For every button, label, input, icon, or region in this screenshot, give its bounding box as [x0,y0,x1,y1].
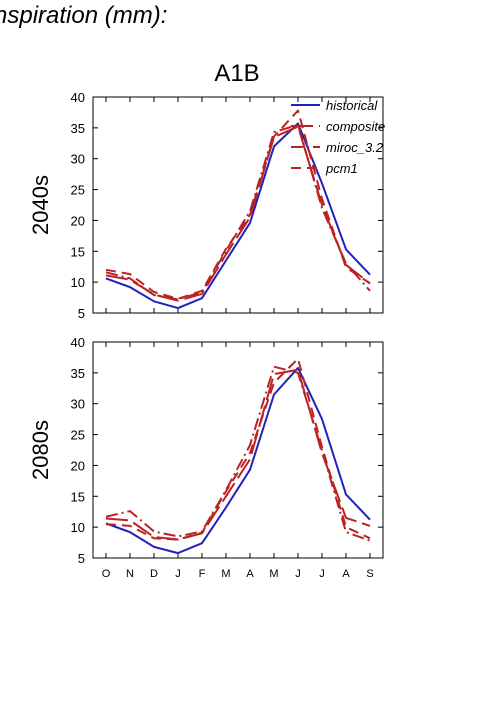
y-tick-label: 35 [71,121,85,136]
y-tick-label: 35 [71,366,85,381]
y-tick-label: 20 [71,213,85,228]
plot-frame [92,341,384,559]
y-tick-label: 15 [71,244,85,259]
series-line-pcm1 [105,357,371,541]
panel-label: 2040s [28,175,53,235]
legend: historical composite miroc_3.2 pcm1 [291,98,385,176]
x-tick-label: A [342,568,350,580]
x-tick-label: A [246,568,254,580]
y-tick-label: 20 [71,458,85,473]
plot-frame [92,96,384,314]
x-tick-label: J [295,568,301,580]
series-line-historical [105,122,371,310]
panel-2080s: 5 10 15 20 25 30 35 40 O N D J F M A M J J A S 2080s [28,335,384,580]
x-tick-label: N [126,568,134,580]
y-tick-label: 5 [78,551,85,566]
legend-label: pcm1 [325,161,358,176]
y-tick-label: 30 [71,152,85,167]
scenario-title: A1B [214,60,259,87]
x-tick-label: J [319,568,325,580]
y-tick-label: 40 [71,335,85,350]
x-tick-label: O [102,568,111,580]
legend-label: composite [326,119,385,134]
y-tick-label: 5 [78,306,85,321]
x-tick-label: F [199,568,206,580]
y-tick-label: 10 [71,275,85,290]
y-tick-label: 25 [71,428,85,443]
series-line-miroc_3.2 [105,123,371,301]
y-tick-label: 40 [71,90,85,105]
page-title: nspiration (mm): [0,2,168,29]
x-tick-label: D [150,568,158,580]
series-line-miroc_3.2 [105,365,371,542]
chart-panels: 5 10 15 20 25 30 35 40 2040s historical composite m… [28,90,385,580]
series-line-pcm1 [105,109,371,300]
x-tick-label: J [175,568,181,580]
y-tick-label: 25 [71,183,85,198]
legend-label: miroc_3.2 [326,140,384,155]
series-line-historical [105,366,371,555]
y-tick-label: 10 [71,520,85,535]
x-tick-label: M [221,568,230,580]
panel-label: 2080s [28,420,53,480]
x-tick-label: M [269,568,278,580]
x-tick-label: S [366,568,373,580]
legend-label: historical [326,98,378,113]
panel-2040s: 5 10 15 20 25 30 35 40 2040s historical composite m… [28,90,385,321]
series-line-composite [105,368,371,541]
y-tick-label: 15 [71,489,85,504]
y-tick-label: 30 [71,397,85,412]
